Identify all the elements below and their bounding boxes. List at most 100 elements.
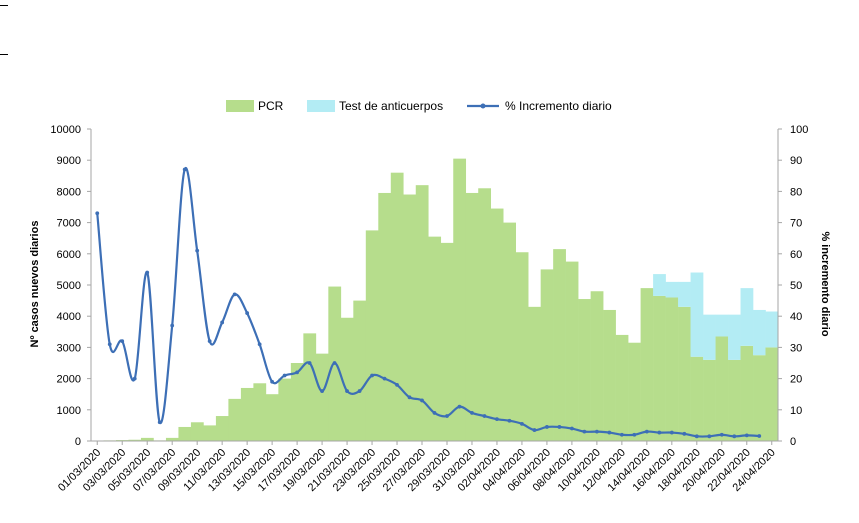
line-point xyxy=(669,430,674,435)
y2-tick-label: 70 xyxy=(790,218,802,230)
y-tick-label: 5000 xyxy=(57,280,81,292)
y2-tick-label: 40 xyxy=(790,311,802,323)
bar-pcr xyxy=(203,425,217,441)
legend: PCR Test de anticuerpos % Incremento diari… xyxy=(226,99,612,113)
line-point xyxy=(395,382,399,387)
bar-pcr xyxy=(665,297,679,441)
bar-pcr xyxy=(715,336,729,441)
line-point xyxy=(332,361,337,365)
line-point xyxy=(345,389,349,393)
bar-pcr xyxy=(165,437,179,441)
bar-pcr xyxy=(390,172,404,441)
legend-swatch-pcr xyxy=(226,100,254,112)
bar-pcr xyxy=(215,416,229,441)
line-point xyxy=(320,389,324,393)
bar-anticuerpos xyxy=(740,288,754,346)
line-point xyxy=(207,339,212,344)
bar-pcr xyxy=(678,306,691,441)
line-point xyxy=(707,434,712,439)
corner-tick-bottom xyxy=(0,54,8,55)
bar-pcr xyxy=(415,185,429,441)
line-point xyxy=(657,430,662,435)
y-tick-label: 2000 xyxy=(57,374,81,386)
line-point xyxy=(732,434,737,439)
bar-pcr xyxy=(178,426,192,441)
bar-pcr xyxy=(728,359,741,441)
bar-pcr xyxy=(590,291,604,441)
bar-pcr xyxy=(540,269,554,441)
line-point xyxy=(445,414,449,418)
bar-pcr xyxy=(740,345,754,441)
line-point xyxy=(95,211,100,216)
line-point xyxy=(744,433,749,438)
y-tick-label: 8000 xyxy=(57,186,81,198)
bar-pcr xyxy=(240,387,254,441)
line-point xyxy=(719,432,724,437)
line-point xyxy=(157,420,162,425)
bar-pcr xyxy=(428,236,442,441)
line-point xyxy=(644,429,649,434)
line-point xyxy=(257,342,262,347)
line-point xyxy=(220,320,225,325)
bar-pcr xyxy=(303,333,317,441)
bar-pcr xyxy=(528,306,541,441)
legend-label-incremento: % Incremento diario xyxy=(505,99,612,113)
line-point xyxy=(232,292,237,297)
bar-pcr xyxy=(140,437,154,441)
y2-tick-label: 80 xyxy=(790,186,802,198)
y-tick-label: 7000 xyxy=(57,218,81,230)
bar-pcr xyxy=(315,353,329,441)
line-point xyxy=(170,323,175,328)
line-point xyxy=(632,432,637,437)
bar-pcr xyxy=(503,222,516,441)
line-point xyxy=(357,389,362,393)
bar-pcr xyxy=(278,378,292,441)
line-point xyxy=(107,342,112,347)
line-point xyxy=(457,404,462,409)
line-point xyxy=(195,248,200,253)
bar-pcr xyxy=(340,317,354,441)
line-point xyxy=(432,411,437,415)
bar-pcr xyxy=(490,208,504,441)
bar-pcr xyxy=(753,355,766,441)
bar-anticuerpos xyxy=(765,311,779,348)
y-tick-label: 4000 xyxy=(57,311,81,323)
y-tick-label: 9000 xyxy=(57,155,81,167)
bar-pcr xyxy=(515,252,529,441)
bar-pcr xyxy=(628,342,641,441)
bar-anticuerpos xyxy=(678,281,691,307)
y2-tick-label: 0 xyxy=(790,436,796,448)
bar-pcr xyxy=(453,158,467,441)
bar-pcr xyxy=(128,439,142,441)
y-axis-title: Nº casos nuevos diarios xyxy=(29,221,41,348)
y-tick-label: 6000 xyxy=(57,249,81,261)
bar-anticuerpos xyxy=(715,314,729,337)
line-point xyxy=(607,430,612,435)
y-tick-label: 0 xyxy=(75,436,81,448)
line-point xyxy=(682,431,687,436)
bar-anticuerpos xyxy=(728,314,741,360)
y-tick-label: 10000 xyxy=(50,124,81,136)
bar-pcr xyxy=(603,309,616,441)
bar-pcr xyxy=(228,398,242,441)
y2-tick-label: 30 xyxy=(790,342,802,354)
bar-pcr xyxy=(465,192,479,441)
line-point xyxy=(407,395,412,400)
bar-pcr xyxy=(353,300,367,441)
bar-anticuerpos xyxy=(703,314,716,360)
bar-pcr xyxy=(365,230,379,441)
legend-label-pcr: PCR xyxy=(258,99,284,113)
bar-anticuerpos xyxy=(665,281,679,298)
bar-pcr xyxy=(565,261,579,441)
bar-pcr xyxy=(615,334,629,441)
line-point xyxy=(470,411,474,415)
line-point xyxy=(120,339,125,344)
bar-pcr xyxy=(765,347,779,441)
line-point xyxy=(182,167,187,172)
bar-pcr xyxy=(653,295,666,441)
y2-tick-label: 20 xyxy=(790,374,802,386)
line-point xyxy=(382,376,387,381)
line-point xyxy=(694,434,699,439)
line-point xyxy=(495,417,499,422)
line-layer xyxy=(95,166,762,439)
